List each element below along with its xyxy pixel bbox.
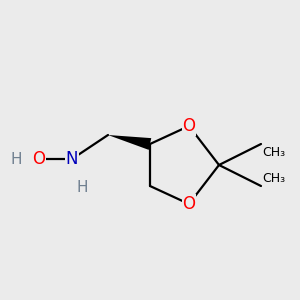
Text: O: O — [182, 117, 196, 135]
Text: H: H — [77, 180, 88, 195]
Text: H: H — [11, 152, 22, 166]
Text: CH₃: CH₃ — [262, 172, 286, 184]
Text: N: N — [66, 150, 78, 168]
Text: O: O — [182, 195, 196, 213]
Text: CH₃: CH₃ — [262, 146, 286, 158]
Polygon shape — [108, 135, 151, 150]
Text: O: O — [32, 150, 46, 168]
